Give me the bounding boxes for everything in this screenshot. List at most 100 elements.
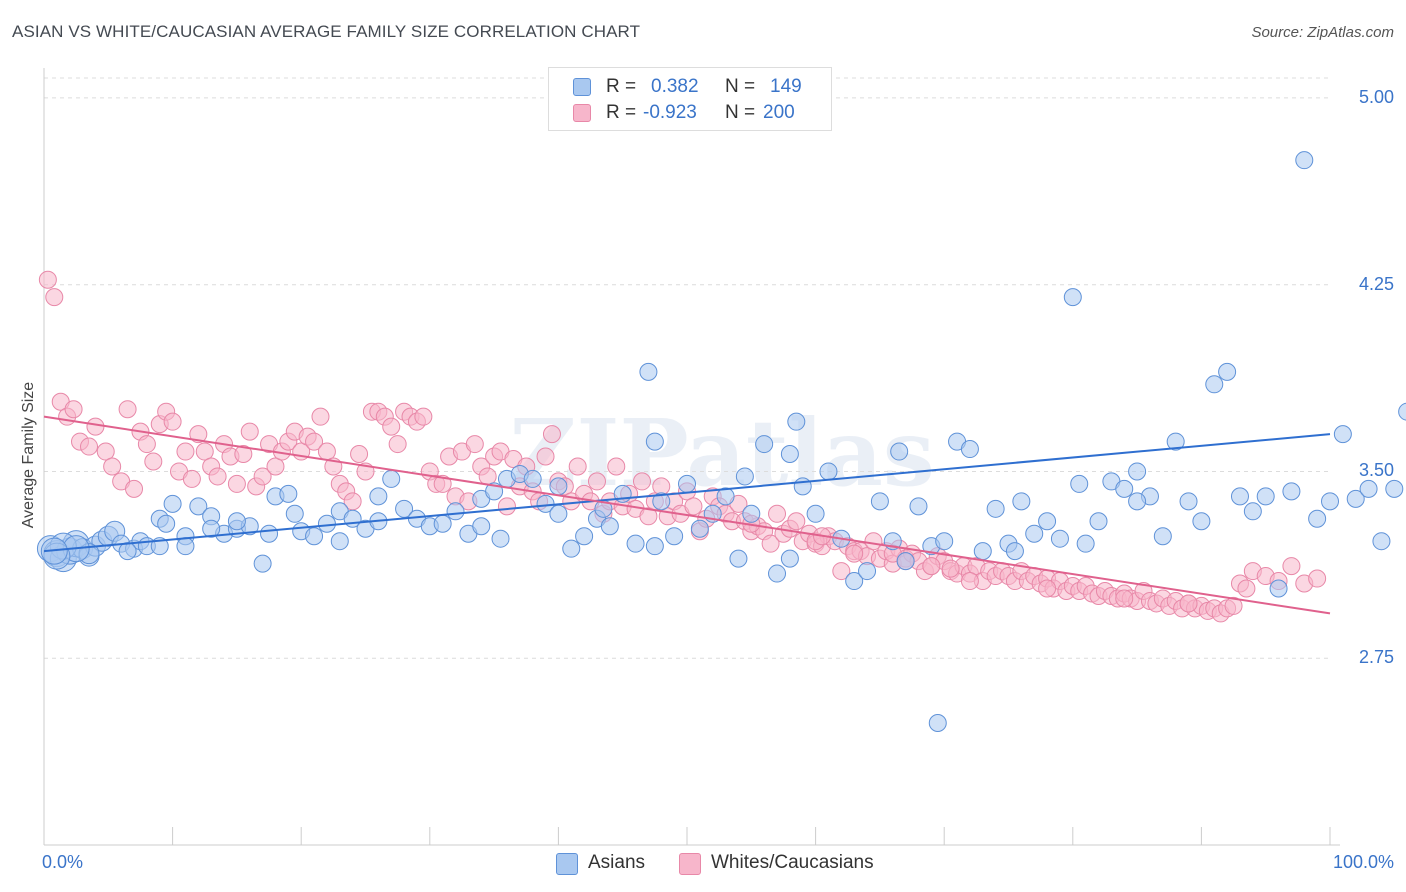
asian-point — [729, 549, 748, 568]
asian-point — [1063, 288, 1082, 307]
asian-point — [1153, 527, 1172, 546]
asian-point — [768, 564, 787, 583]
asian-point — [678, 474, 696, 493]
asian-point — [1282, 482, 1301, 501]
asian-point — [1012, 492, 1031, 511]
legend-r-value: -0.923 — [643, 102, 697, 123]
asian-point — [960, 440, 979, 459]
asian-point — [227, 512, 246, 531]
white-point — [125, 479, 144, 498]
asian-point — [1359, 479, 1378, 498]
white-point — [388, 435, 407, 454]
asian-point — [1308, 509, 1327, 528]
asian-point — [755, 435, 774, 454]
legend-n-label: N = — [725, 76, 756, 97]
asian-point — [858, 562, 877, 581]
asian-point — [1038, 512, 1057, 531]
asian-point — [639, 362, 658, 381]
white-point — [38, 270, 57, 289]
asian-point — [330, 532, 349, 551]
white-point — [787, 512, 806, 531]
asian-point — [928, 713, 947, 732]
asian-point — [118, 542, 137, 561]
white-point — [478, 467, 497, 486]
asian-point — [1230, 487, 1249, 506]
white-point — [182, 469, 201, 488]
white-point — [761, 534, 780, 553]
asian-point — [446, 502, 465, 521]
asian-point — [845, 572, 864, 591]
asian-point — [1398, 402, 1406, 421]
asian-point — [645, 432, 664, 451]
asian-point — [973, 542, 992, 561]
white-point — [311, 407, 330, 426]
white-swatch — [573, 104, 591, 122]
asian-point — [742, 504, 761, 523]
white-point — [80, 437, 99, 456]
asian-point — [1205, 375, 1224, 394]
legend-n-label: N = — [725, 102, 756, 123]
white-point — [639, 507, 658, 526]
white-point — [684, 497, 703, 516]
white-point — [189, 425, 208, 444]
asian-point — [279, 484, 298, 503]
asian-point — [986, 499, 1005, 518]
asian-point — [626, 534, 645, 553]
grid-lines — [44, 77, 1330, 659]
asian-point — [1269, 579, 1288, 598]
asian-point — [523, 469, 542, 488]
white-point — [240, 422, 259, 441]
white-point — [137, 435, 156, 454]
asian-legend-label: Asians — [588, 852, 646, 873]
legend-n-value: 149 — [770, 76, 802, 97]
asian-point — [1333, 425, 1352, 444]
asian-point — [1385, 479, 1404, 498]
white-point — [350, 445, 369, 464]
white-point — [832, 562, 851, 581]
asian-point — [369, 487, 388, 506]
white-point — [497, 497, 516, 516]
asian-point — [735, 467, 754, 486]
white-point — [1237, 579, 1256, 598]
white-point — [768, 504, 787, 523]
white-point — [1115, 589, 1134, 608]
asian-points — [36, 151, 1406, 732]
white-point — [845, 544, 864, 563]
asian-point — [1166, 432, 1185, 451]
asian-swatch — [573, 78, 591, 96]
white-point — [195, 442, 214, 461]
white-point — [96, 442, 115, 461]
asian-point — [652, 492, 671, 511]
asian-point — [1256, 487, 1275, 506]
asian-point — [690, 519, 709, 538]
white-point — [86, 417, 105, 436]
asian-point — [1115, 479, 1134, 498]
asian-point — [382, 469, 401, 488]
asian-point — [549, 504, 568, 523]
asian-point — [1243, 502, 1262, 521]
asian-point — [1128, 462, 1147, 481]
asian-point — [645, 537, 664, 556]
white-point — [45, 288, 64, 307]
trend-lines — [43, 415, 1331, 615]
asian-point — [305, 527, 324, 546]
white-point — [317, 442, 336, 461]
white-point — [382, 417, 401, 436]
y-tick-label: 4.25 — [1358, 273, 1394, 294]
asian-point — [189, 497, 208, 516]
white-trend-line — [43, 415, 1331, 615]
asian-trend-line — [43, 433, 1331, 553]
asian-point — [1179, 492, 1198, 511]
asian-point — [1218, 362, 1237, 381]
asian-point — [317, 514, 336, 533]
x-tick-label-max: 100.0% — [1332, 852, 1394, 872]
y-tick-label: 3.50 — [1358, 460, 1394, 481]
asian-point — [260, 524, 279, 543]
white-point — [941, 559, 960, 578]
asian-point — [491, 529, 510, 548]
white-point — [176, 442, 195, 461]
asian-point — [909, 497, 928, 516]
asian-point — [787, 412, 806, 431]
white-point — [64, 400, 83, 419]
white-point — [433, 474, 452, 493]
